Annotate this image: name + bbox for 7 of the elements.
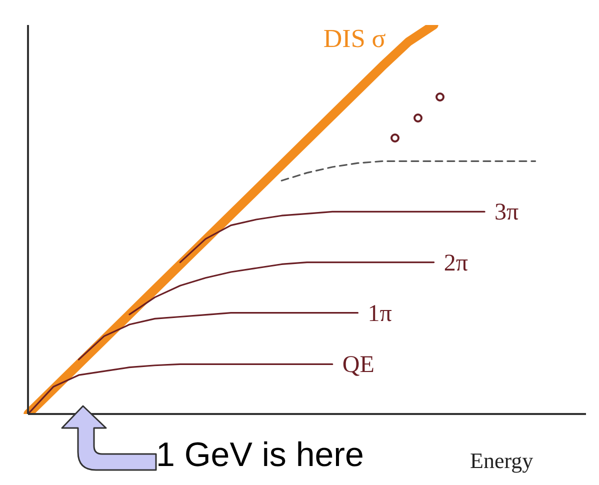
- series-label: 3π: [494, 200, 519, 226]
- text: 1 GeV is here: [156, 436, 364, 475]
- series-label: QE: [342, 352, 374, 378]
- series-label: 1π: [368, 300, 392, 327]
- series-label: DIS σ: [323, 24, 386, 53]
- series-label: 2π: [444, 250, 468, 276]
- x-axis-title: Energy: [470, 448, 534, 474]
